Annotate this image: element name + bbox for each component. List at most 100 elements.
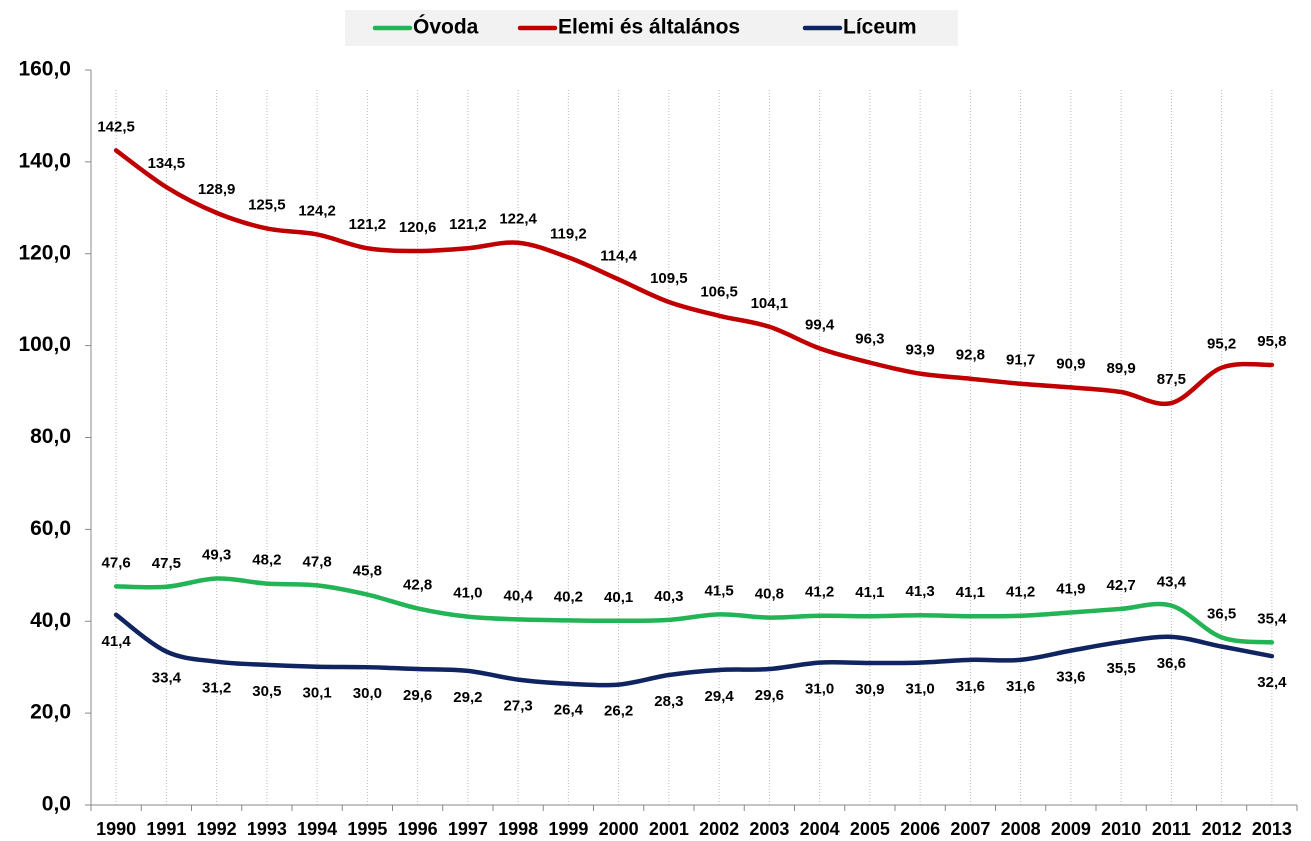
- x-tick-label: 2004: [800, 819, 840, 839]
- x-tick-label: 1991: [146, 819, 186, 839]
- data-label: 41,5: [705, 582, 734, 599]
- data-label: 41,1: [956, 584, 985, 601]
- y-tick-label: 0,0: [42, 793, 71, 816]
- y-tick-label: 80,0: [30, 425, 71, 448]
- data-label: 31,6: [956, 678, 985, 695]
- x-tick-label: 2013: [1252, 819, 1292, 839]
- data-label: 121,2: [449, 216, 487, 233]
- y-tick-label: 60,0: [30, 517, 71, 540]
- data-label: 33,4: [152, 670, 182, 687]
- data-label: 87,5: [1157, 371, 1186, 388]
- legend-label: Óvoda: [413, 15, 479, 39]
- series-line: [113, 148, 1275, 407]
- data-label: 32,4: [1257, 674, 1287, 691]
- y-tick-label: 100,0: [18, 333, 71, 356]
- data-label: 142,5: [97, 118, 135, 135]
- data-label: 30,9: [855, 681, 884, 698]
- data-label: 26,4: [554, 702, 584, 719]
- data-label: 91,7: [1006, 352, 1035, 369]
- data-label: 109,5: [650, 270, 688, 287]
- x-tick-label: 2001: [649, 819, 689, 839]
- data-label: 93,9: [906, 342, 935, 359]
- data-label: 49,3: [202, 546, 231, 563]
- x-tick-label: 1996: [398, 819, 438, 839]
- data-label: 96,3: [855, 331, 884, 348]
- x-tick-label: 1995: [347, 819, 387, 839]
- x-tick-label: 2010: [1101, 819, 1141, 839]
- data-label: 90,9: [1056, 355, 1085, 372]
- y-tick-label: 140,0: [18, 149, 71, 172]
- data-label: 30,1: [303, 685, 332, 702]
- data-label: 119,2: [550, 225, 587, 242]
- data-label: 41,1: [855, 584, 884, 601]
- data-label: 47,8: [303, 553, 332, 570]
- data-label: 36,6: [1157, 655, 1186, 672]
- x-tick-label: 2006: [900, 819, 940, 839]
- data-label: 40,1: [604, 589, 633, 606]
- data-label: 104,1: [751, 295, 789, 312]
- data-label: 40,2: [554, 588, 583, 605]
- data-label: 30,0: [353, 685, 382, 702]
- x-tick-label: 1998: [498, 819, 538, 839]
- x-tick-label: 2000: [599, 819, 639, 839]
- y-tick-label: 20,0: [30, 701, 71, 724]
- data-label: 29,4: [705, 688, 735, 705]
- data-label: 106,5: [700, 284, 738, 301]
- data-label: 28,3: [654, 693, 683, 710]
- data-label: 122,4: [499, 211, 537, 228]
- legend-label: Elemi és általános: [558, 16, 740, 39]
- data-label: 41,0: [453, 585, 482, 602]
- series-line: [113, 576, 1275, 645]
- data-label: 42,8: [403, 576, 432, 593]
- data-label: 42,7: [1107, 577, 1136, 594]
- data-label: 27,3: [504, 698, 533, 715]
- x-tick-label: 2011: [1152, 819, 1191, 839]
- data-label: 121,2: [349, 216, 387, 233]
- data-label: 47,6: [102, 554, 131, 571]
- data-label: 29,6: [755, 687, 784, 704]
- x-tick-label: 1993: [247, 819, 287, 839]
- data-label: 40,4: [504, 587, 534, 604]
- data-label: 41,2: [1006, 584, 1035, 601]
- data-label: 43,4: [1157, 574, 1187, 591]
- data-label: 31,6: [1006, 678, 1035, 695]
- data-label: 40,8: [755, 586, 784, 603]
- x-tick-label: 1997: [448, 819, 488, 839]
- data-label: 134,5: [148, 155, 186, 172]
- x-tick-label: 1999: [548, 819, 588, 839]
- x-tick-label: 2007: [950, 819, 990, 839]
- data-label: 35,4: [1257, 610, 1287, 627]
- data-label: 120,6: [399, 219, 437, 236]
- x-tick-label: 1994: [297, 819, 337, 839]
- y-tick-label: 40,0: [30, 609, 71, 632]
- y-tick-label: 160,0: [18, 58, 71, 81]
- data-label: 41,3: [906, 583, 935, 600]
- data-label: 29,2: [453, 689, 482, 706]
- data-label: 36,5: [1207, 605, 1236, 622]
- data-label: 40,3: [654, 588, 683, 605]
- x-tick-label: 2012: [1202, 819, 1242, 839]
- data-label: 41,2: [805, 584, 834, 601]
- data-label: 89,9: [1107, 360, 1136, 377]
- series-line: [113, 612, 1275, 688]
- x-tick-label: 2003: [749, 819, 789, 839]
- data-label: 47,5: [152, 555, 181, 572]
- data-label: 95,2: [1207, 336, 1236, 353]
- x-tick-label: 2005: [850, 819, 890, 839]
- data-label: 31,0: [906, 681, 935, 698]
- x-tick-label: 2008: [1001, 819, 1041, 839]
- legend-label: Líceum: [843, 16, 917, 39]
- data-label: 95,8: [1257, 333, 1286, 350]
- data-label: 48,2: [252, 552, 281, 569]
- data-label: 92,8: [956, 347, 985, 364]
- data-label: 99,4: [805, 316, 835, 333]
- legend-box: [345, 10, 958, 46]
- x-tick-label: 1990: [96, 819, 136, 839]
- data-label: 30,5: [252, 683, 281, 700]
- data-label: 41,4: [102, 633, 132, 650]
- y-tick-label: 120,0: [18, 241, 71, 264]
- data-label: 45,8: [353, 563, 382, 580]
- data-label: 31,0: [805, 681, 834, 698]
- data-label: 29,6: [403, 687, 432, 704]
